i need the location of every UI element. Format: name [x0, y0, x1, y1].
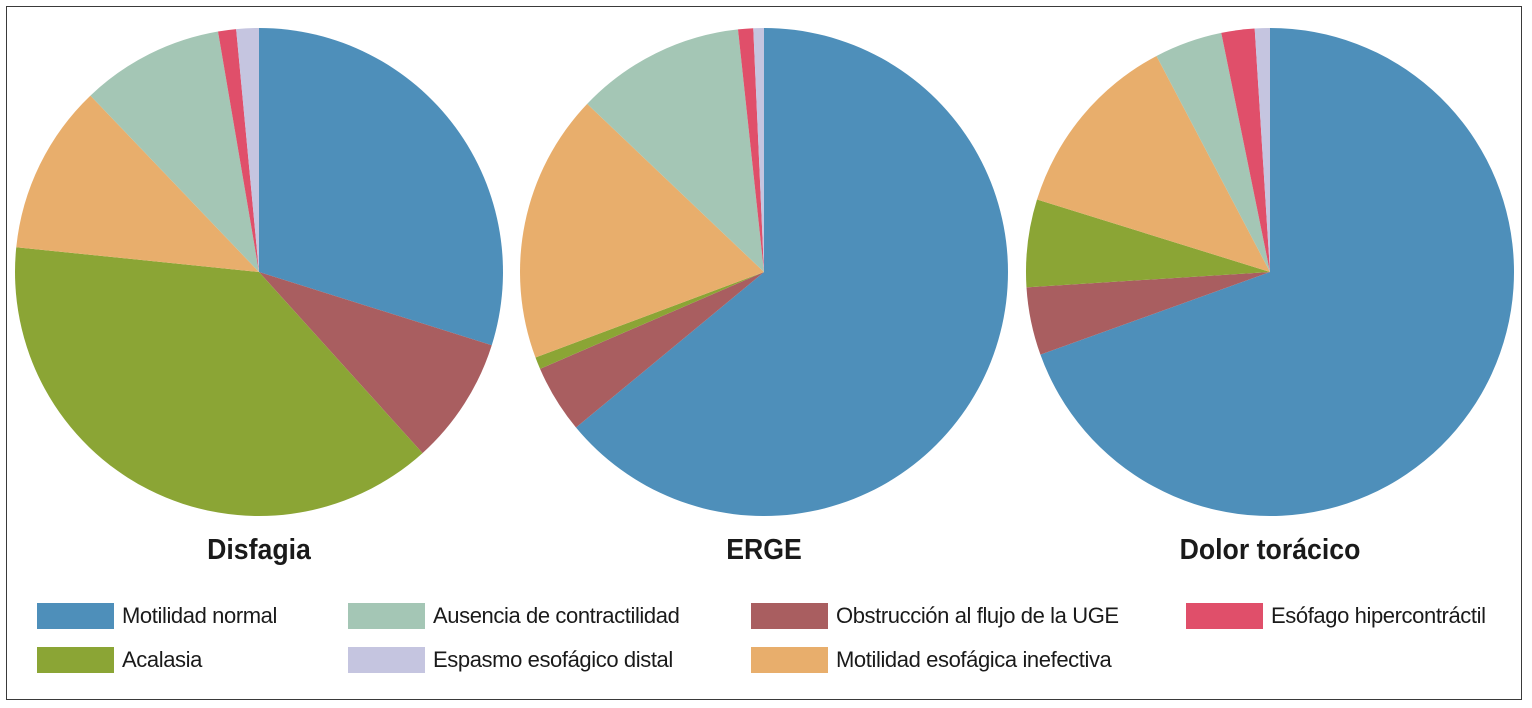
legend-label: Espasmo esofágico distal	[433, 647, 673, 672]
pie-slice-espasmo-esof-gico-distal	[1254, 28, 1270, 272]
legend-swatch	[348, 647, 425, 673]
pie-charts: Disfagia ERGE Dolor torácico	[15, 27, 1515, 565]
pie-slice-espasmo-esof-gico-distal	[236, 27, 259, 272]
pie-slice-motilidad-esof-gica-inefectiva	[1037, 56, 1270, 272]
pie-slice-es-fago-hipercontr-ctil	[737, 28, 764, 272]
pie-title-erge: ERGE	[726, 533, 802, 565]
legend-item-motilidad-esofagica-inefectiva: Motilidad esofágica inefectiva	[751, 647, 1112, 673]
legend-label: Esófago hipercontráctil	[1271, 603, 1486, 628]
pie-title-disfagia: Disfagia	[207, 533, 311, 565]
legend-label: Motilidad normal	[122, 603, 278, 628]
pie-slice-es-fago-hipercontr-ctil	[1221, 28, 1270, 273]
pie-slice-motilidad-esof-gica-inefectiva	[519, 103, 764, 358]
legend-label: Obstrucción al flujo de la UGE	[836, 603, 1119, 628]
pie-slice-motilidad-normal	[259, 28, 503, 346]
pie-title-dolor-toracico: Dolor torácico	[1180, 533, 1361, 565]
legend-label: Ausencia de contractilidad	[433, 603, 680, 628]
pie-slice-ausencia-de-contractilidad	[587, 29, 764, 272]
pie-dolor-toracico	[1025, 28, 1515, 516]
legend-label: Acalasia	[122, 647, 202, 672]
figure-frame	[6, 6, 1522, 700]
pie-slice-es-fago-hipercontr-ctil	[218, 29, 259, 272]
pie-slice-obstrucci-n-al-flujo-de-la-uge	[1026, 272, 1270, 355]
legend-swatch	[1186, 603, 1263, 629]
legend-item-esofago-hipercontractil: Esófago hipercontráctil	[1186, 603, 1486, 629]
pie-erge	[519, 28, 1008, 516]
pie-slice-ausencia-de-contractilidad	[1156, 32, 1270, 272]
legend-item-espasmo-esofagico-distal: Espasmo esofágico distal	[348, 647, 673, 673]
pie-slice-motilidad-esof-gica-inefectiva	[16, 95, 260, 272]
legend-swatch	[751, 603, 828, 629]
legend-label: Motilidad esofágica inefectiva	[836, 647, 1112, 672]
pie-disfagia	[15, 27, 503, 516]
legend-item-obstruccion-ugE: Obstrucción al flujo de la UGE	[751, 603, 1119, 629]
legend-item-ausencia-de-contractilidad: Ausencia de contractilidad	[348, 603, 680, 629]
legend-swatch	[37, 603, 114, 629]
pie-slice-espasmo-esof-gico-distal	[753, 28, 764, 272]
pie-slice-obstrucci-n-al-flujo-de-la-uge	[259, 272, 492, 454]
pie-slice-motilidad-normal	[1040, 28, 1515, 516]
legend-swatch	[348, 603, 425, 629]
pie-slice-acalasia	[535, 272, 764, 369]
pie-slice-ausencia-de-contractilidad	[90, 31, 259, 272]
legend-swatch	[751, 647, 828, 673]
pie-slice-acalasia	[15, 247, 423, 516]
legend-swatch	[37, 647, 114, 673]
pie-slice-acalasia	[1025, 199, 1270, 288]
legend-item-acalasia: Acalasia	[37, 647, 202, 673]
legend-item-motilidad-normal: Motilidad normal	[37, 603, 277, 629]
pie-slice-motilidad-normal	[575, 28, 1008, 516]
pie-slice-obstrucci-n-al-flujo-de-la-uge	[540, 272, 764, 428]
